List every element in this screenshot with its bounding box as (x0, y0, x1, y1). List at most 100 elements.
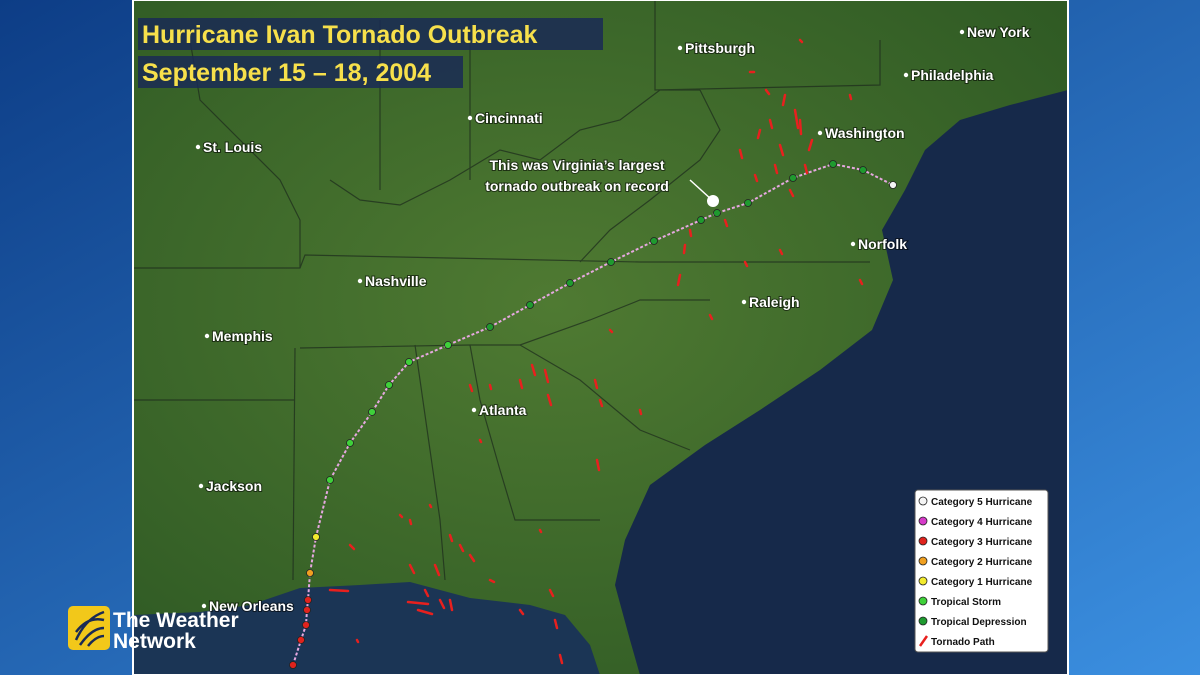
tornado-path (593, 378, 599, 390)
track-point (385, 381, 393, 389)
city-label: Memphis (212, 328, 273, 344)
legend (914, 489, 1049, 653)
tornado-path (688, 228, 693, 238)
tornado-path (328, 588, 350, 593)
track-point (829, 160, 837, 168)
state-lines (134, 1, 881, 581)
legend-swatch (918, 556, 928, 566)
legend-swatch (918, 635, 929, 647)
title: Hurricane Ivan Tornado Outbreak (142, 21, 538, 49)
city-label: Jackson (206, 478, 262, 494)
track-point (607, 258, 615, 266)
tornado-path (348, 543, 356, 551)
tornado-path (416, 608, 434, 616)
track-point (650, 237, 658, 245)
track-point (697, 216, 705, 224)
title-bg (138, 18, 603, 50)
tornado-path (768, 118, 774, 130)
tornado-path (488, 383, 493, 391)
tornado-path (423, 588, 430, 598)
tornado-paths (328, 38, 864, 665)
track-point (346, 439, 354, 447)
track-point (289, 661, 297, 669)
tornado-path (438, 598, 446, 610)
tornado-path (448, 598, 454, 612)
track-point (526, 301, 534, 309)
tornado-path (553, 618, 559, 630)
track-point (306, 569, 314, 577)
tornado-path (448, 533, 454, 543)
city-dot (467, 115, 473, 121)
annotation-marker (707, 195, 719, 207)
city-label: Pittsburgh (685, 40, 755, 56)
track-point (566, 279, 574, 287)
tornado-path (558, 653, 564, 665)
tornado-path (548, 588, 555, 598)
tornado-path (638, 408, 643, 416)
tornado-path (798, 118, 803, 136)
logo-swirl (74, 610, 105, 647)
gulf-of-mexico (134, 582, 600, 674)
city-dot (817, 130, 823, 136)
tornado-path (723, 218, 729, 228)
subtitle: September 15 – 18, 2004 (142, 59, 431, 87)
city-dot (959, 29, 965, 35)
legend-label: Tropical Storm (931, 597, 1001, 608)
tornado-path (743, 260, 749, 268)
city-label: Washington (825, 125, 905, 141)
tornado-path (682, 243, 687, 255)
city-dot (471, 407, 477, 413)
tornado-path (753, 173, 759, 183)
logo: The Weather Network (68, 606, 239, 653)
tornado-path (773, 163, 779, 175)
tornado-path (807, 138, 814, 152)
track-point (312, 533, 320, 541)
city-label: Cincinnati (475, 110, 543, 126)
track-point (302, 621, 310, 629)
tornado-path (488, 578, 496, 584)
legend-swatch (918, 576, 928, 586)
city-label: Raleigh (749, 294, 800, 310)
city-dot (204, 333, 210, 339)
tornado-path (764, 88, 771, 96)
city-label: Nashville (365, 273, 427, 289)
tornado-path (518, 608, 525, 616)
city-dot (850, 241, 856, 247)
city-label: St. Louis (203, 139, 262, 155)
tornado-path (781, 93, 787, 107)
tornado-path (546, 393, 553, 407)
city-label: Atlanta (479, 402, 527, 418)
legend-label: Tropical Depression (931, 617, 1027, 628)
city-labels: Pittsburgh New York Philadelphia Cincinnati… (195, 23, 1031, 615)
track-point (744, 199, 752, 207)
track-point (405, 358, 413, 366)
tornado-path (543, 368, 550, 384)
track-point (444, 341, 452, 349)
city-dot (198, 483, 204, 489)
tornado-path (676, 273, 682, 287)
track-point (789, 174, 797, 182)
legend-label: Category 5 Hurricane (931, 497, 1033, 508)
legend-label: Category 4 Hurricane (931, 517, 1033, 528)
legend-swatch (918, 536, 928, 546)
tornado-path (478, 438, 483, 444)
annotation-pointer (689, 179, 713, 201)
tornado-path (458, 543, 465, 553)
track-point (303, 606, 311, 614)
track-point (368, 408, 376, 416)
tornado-path (595, 458, 601, 472)
tornado-path (408, 518, 413, 526)
tornado-path (738, 148, 744, 160)
city-dot (677, 45, 683, 51)
tornado-path (530, 363, 537, 377)
legend-label: Category 2 Hurricane (931, 557, 1033, 568)
track-point (326, 476, 334, 484)
track-point (297, 636, 305, 644)
legend-swatch (918, 596, 928, 606)
tornado-path (598, 398, 604, 408)
logo-text: The Weather (113, 609, 239, 632)
track-point (486, 323, 494, 331)
title-bg (138, 56, 463, 88)
annotation: This was Virginia’s largest (489, 157, 664, 173)
tornado-path (708, 313, 714, 321)
